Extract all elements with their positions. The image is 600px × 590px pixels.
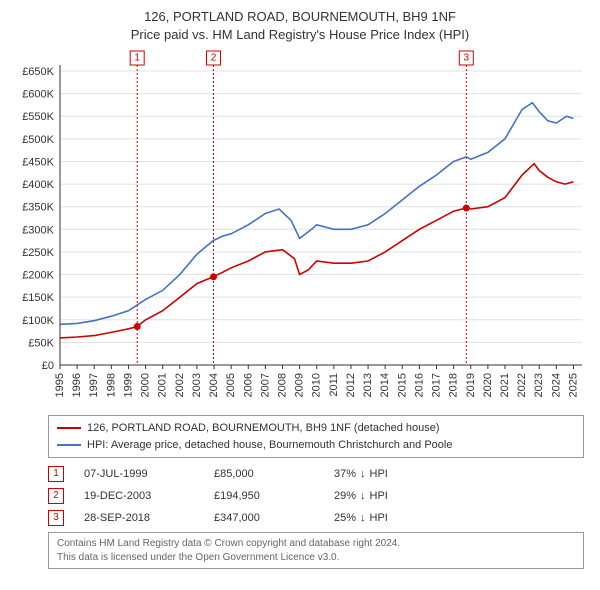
event-row-badge: 2	[48, 488, 64, 504]
event-row-delta: 25% ↓ HPI	[334, 512, 444, 524]
event-row: 2 19-DEC-2003 £194,950 29% ↓ HPI	[48, 488, 584, 504]
y-tick-label: £250K	[22, 247, 54, 259]
event-row-delta-suffix: HPI	[370, 490, 388, 502]
title-line-1: 126, PORTLAND ROAD, BOURNEMOUTH, BH9 1NF	[10, 8, 590, 26]
x-tick-label: 2023	[533, 373, 545, 397]
x-tick-label: 2016	[413, 373, 425, 397]
legend-label: HPI: Average price, detached house, Bour…	[87, 437, 452, 454]
legend-swatch	[57, 427, 81, 429]
event-row-date: 19-DEC-2003	[84, 490, 194, 502]
x-tick-label: 2009	[294, 373, 306, 397]
price-chart: £0 £50K £100K £150K £200K £250K £300K £350K £400…	[10, 47, 590, 407]
y-tick-label: £0	[42, 360, 54, 372]
x-tick-label: 1997	[88, 373, 100, 397]
legend-item: 126, PORTLAND ROAD, BOURNEMOUTH, BH9 1NF…	[57, 420, 575, 437]
event-badge-label: 1	[134, 53, 140, 64]
x-tick-label: 2021	[499, 373, 511, 397]
chart-titles: 126, PORTLAND ROAD, BOURNEMOUTH, BH9 1NF…	[10, 8, 590, 43]
attribution-box: Contains HM Land Registry data © Crown c…	[48, 532, 584, 569]
event-row: 1 07-JUL-1999 £85,000 37% ↓ HPI	[48, 466, 584, 482]
event-row-price: £347,000	[214, 512, 314, 524]
x-tick-label: 2002	[174, 373, 186, 397]
x-tick-label: 1995	[54, 373, 66, 397]
event-row-price: £85,000	[214, 468, 314, 480]
y-tick-label: £400K	[22, 179, 54, 191]
x-tick-label: 2005	[225, 373, 237, 397]
x-tick-label: 2010	[311, 373, 323, 397]
event-row-delta: 29% ↓ HPI	[334, 490, 444, 502]
event-row-delta-pct: 25%	[334, 512, 356, 524]
x-tick-label: 2018	[448, 373, 460, 397]
down-arrow-icon: ↓	[360, 512, 366, 524]
x-tick-label: 1996	[71, 373, 83, 397]
y-tick-label: £600K	[22, 89, 54, 101]
page-root: 126, PORTLAND ROAD, BOURNEMOUTH, BH9 1NF…	[0, 0, 600, 590]
event-row-delta: 37% ↓ HPI	[334, 468, 444, 480]
x-tick-label: 2022	[516, 373, 528, 397]
x-tick-label: 2015	[396, 373, 408, 397]
title-line-2: Price paid vs. HM Land Registry's House …	[10, 26, 590, 44]
legend-label: 126, PORTLAND ROAD, BOURNEMOUTH, BH9 1NF…	[87, 420, 440, 437]
event-row-date: 28-SEP-2018	[84, 512, 194, 524]
y-tick-label: £500K	[22, 134, 54, 146]
attribution-line-2: This data is licensed under the Open Gov…	[57, 551, 575, 565]
y-tick-label: £150K	[22, 292, 54, 304]
legend-swatch	[57, 444, 81, 446]
event-badge-label: 3	[464, 53, 470, 64]
event-row-delta-suffix: HPI	[370, 468, 388, 480]
x-tick-label: 2014	[379, 373, 391, 397]
x-tick-label: 2025	[567, 373, 579, 397]
x-tick-label: 2000	[140, 373, 152, 397]
event-row: 3 28-SEP-2018 £347,000 25% ↓ HPI	[48, 510, 584, 526]
y-tick-label: £450K	[22, 157, 54, 169]
x-tick-label: 1999	[122, 373, 134, 397]
plot-bg	[10, 47, 590, 407]
event-row-badge: 1	[48, 466, 64, 482]
x-tick-label: 2011	[328, 373, 340, 397]
y-tick-label: £650K	[22, 66, 54, 78]
x-tick-label: 1998	[105, 373, 117, 397]
x-tick-label: 2008	[276, 373, 288, 397]
event-row-badge: 3	[48, 510, 64, 526]
event-row-delta-suffix: HPI	[370, 512, 388, 524]
x-tick-label: 2020	[482, 373, 494, 397]
x-tick-label: 2017	[431, 373, 443, 397]
y-tick-label: £50K	[28, 337, 54, 349]
y-tick-label: £350K	[22, 202, 54, 214]
x-tick-label: 2024	[550, 373, 562, 397]
x-tick-label: 2001	[157, 373, 169, 397]
chart-container: £0 £50K £100K £150K £200K £250K £300K £350K £400…	[10, 47, 590, 407]
legend-box: 126, PORTLAND ROAD, BOURNEMOUTH, BH9 1NF…	[48, 415, 584, 458]
event-badge-label: 2	[211, 53, 217, 64]
x-tick-label: 2003	[191, 373, 203, 397]
down-arrow-icon: ↓	[360, 490, 366, 502]
y-tick-label: £550K	[22, 111, 54, 123]
event-row-price: £194,950	[214, 490, 314, 502]
legend-item: HPI: Average price, detached house, Bour…	[57, 437, 575, 454]
event-row-delta-pct: 29%	[334, 490, 356, 502]
x-tick-label: 2006	[242, 373, 254, 397]
attribution-line-1: Contains HM Land Registry data © Crown c…	[57, 537, 575, 551]
x-tick-label: 2004	[208, 373, 220, 397]
event-table: 1 07-JUL-1999 £85,000 37% ↓ HPI 2 19-DEC-2003 £…	[48, 466, 584, 526]
event-row-date: 07-JUL-1999	[84, 468, 194, 480]
x-tick-label: 2012	[345, 373, 357, 397]
y-tick-label: £200K	[22, 270, 54, 282]
y-tick-label: £100K	[22, 315, 54, 327]
y-tick-label: £300K	[22, 224, 54, 236]
event-row-delta-pct: 37%	[334, 468, 356, 480]
x-tick-label: 2013	[362, 373, 374, 397]
x-tick-label: 2019	[465, 373, 477, 397]
down-arrow-icon: ↓	[360, 468, 366, 480]
x-tick-label: 2007	[259, 373, 271, 397]
